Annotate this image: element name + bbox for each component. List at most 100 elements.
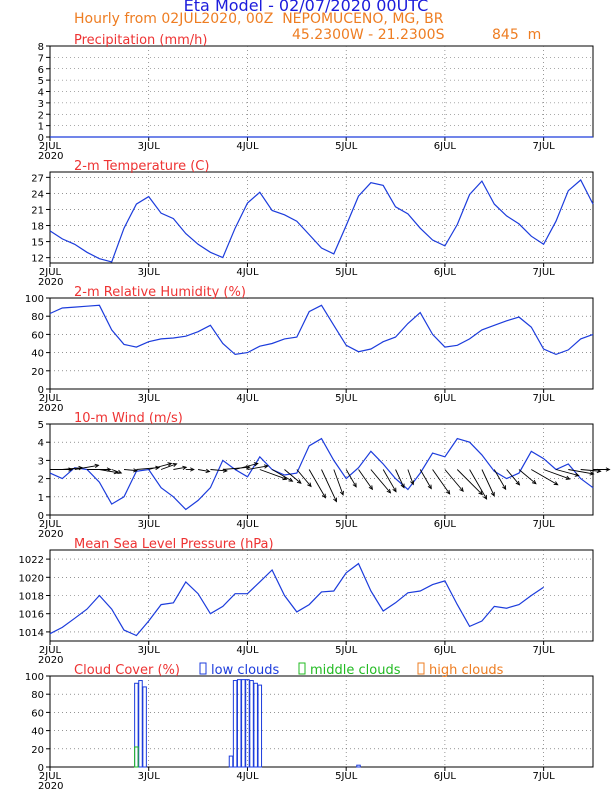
station-elevation: 845 m <box>492 27 542 43</box>
wind-ytick-label: 3 <box>38 456 44 467</box>
clouds-xtick-label: 5JUL <box>335 771 358 782</box>
clouds-xtick-label: 3JUL <box>138 771 161 782</box>
temp-panel <box>46 171 594 267</box>
legend-label-middle: middle clouds <box>310 663 401 678</box>
wind-ytick-label: 4 <box>38 438 44 449</box>
wind-arrow <box>111 469 122 474</box>
wind-arrow-head <box>400 483 405 489</box>
rh-panel <box>46 297 594 393</box>
wind-arrow-head <box>190 467 195 472</box>
cloud-bar-0 <box>249 680 254 768</box>
rh-series-line <box>49 304 594 356</box>
cloud-bar-0 <box>228 755 234 768</box>
rh-ytick-label: 60 <box>31 330 44 341</box>
clouds-title: Cloud Cover (%) <box>74 663 180 678</box>
wind-arrow <box>296 469 312 487</box>
rh-ytick-label: 40 <box>31 349 44 360</box>
wind-arrow-head <box>205 468 211 474</box>
rh-xtick-label: 6JUL <box>434 393 457 404</box>
wind-arrow-head <box>531 479 537 485</box>
temp-ytick-label: 12 <box>31 254 44 265</box>
wind-xtick-label: 4JUL <box>236 519 259 530</box>
clouds-ytick-label: 60 <box>31 708 44 719</box>
precip-xtick-label: 2JUL <box>39 141 62 152</box>
wind-arrow <box>370 469 391 494</box>
wind-arrow <box>568 469 594 475</box>
wind-arrow-head <box>167 462 173 467</box>
wind-xtick-label: 2JUL <box>39 519 62 530</box>
wind-arrow-head <box>282 476 288 481</box>
wind-arrow-head <box>94 463 100 469</box>
wind-arrow-head <box>172 463 178 468</box>
wind-arrow <box>432 469 451 495</box>
wind-arrow-head <box>307 482 312 488</box>
wind-arrow <box>444 469 464 492</box>
rh-xtick-label: 3JUL <box>138 393 161 404</box>
wind-arrow-head <box>133 468 139 473</box>
precip-frame <box>49 45 594 138</box>
clouds-panel <box>46 662 594 771</box>
cloud-bar-0 <box>138 680 143 768</box>
temp-xtick-label: 4JUL <box>236 267 259 278</box>
wind-arrow-head <box>427 484 432 490</box>
wind-arrow-head <box>68 467 74 472</box>
mslp-ytick-label: 1020 <box>19 573 44 584</box>
precip-ytick-label: 7 <box>38 53 44 64</box>
precip-xtick-label: 3JUL <box>138 141 161 152</box>
cloud-bar-0 <box>134 682 139 768</box>
temp-xtick-label: 5JUL <box>335 267 358 278</box>
wind-arrow <box>124 469 138 472</box>
legend-swatch-middle <box>298 662 306 675</box>
wind-xtick-label: 5JUL <box>335 519 358 530</box>
clouds-xtick-label: 6JUL <box>434 771 457 782</box>
wind-arrow <box>210 469 227 472</box>
clouds-ytick-label: 100 <box>25 672 44 683</box>
wind-arrow-head <box>553 481 559 486</box>
wind-panel <box>46 423 611 519</box>
wind-ytick-label: 2 <box>38 475 44 486</box>
wind-arrow <box>160 463 177 470</box>
wind-year-label: 2020 <box>38 529 63 540</box>
wind-arrow <box>247 465 268 470</box>
temp-xtick-label: 6JUL <box>434 267 457 278</box>
wind-arrow <box>74 464 99 470</box>
wind-series-line <box>49 437 594 511</box>
wind-ytick-label: 0 <box>38 511 44 522</box>
wind-arrow <box>419 469 432 489</box>
clouds-ytick-label: 0 <box>38 763 44 774</box>
wind-arrow <box>518 469 537 485</box>
wind-arrow <box>555 469 579 477</box>
rh-xtick-label: 4JUL <box>236 393 259 404</box>
rh-ytick-label: 80 <box>31 312 44 323</box>
mslp-xtick-label: 5JUL <box>335 645 358 656</box>
wind-arrow-head <box>410 480 415 486</box>
precip-ytick-label: 4 <box>38 88 44 99</box>
rh-ytick-label: 0 <box>38 385 44 396</box>
wind-arrow-head <box>321 493 326 499</box>
wind-arrow <box>99 469 118 474</box>
wind-arrow <box>481 469 495 497</box>
clouds-ytick-label: 80 <box>31 690 44 701</box>
mslp-panel <box>46 549 594 645</box>
rh-xtick-label: 2JUL <box>39 393 62 404</box>
wind-arrow <box>506 469 520 486</box>
wind-arrow <box>173 466 187 470</box>
cloud-bar-0 <box>245 679 250 768</box>
precip-ytick-label: 2 <box>38 110 44 121</box>
wind-arrow <box>407 469 414 485</box>
wind-arrow <box>284 469 302 484</box>
temp-xtick-label: 3JUL <box>138 267 161 278</box>
wind-arrow-head <box>478 490 484 496</box>
legend-label-low: low clouds <box>211 663 280 678</box>
legend-label-high: high clouds <box>429 663 504 678</box>
temp-xtick-label: 2JUL <box>39 267 62 278</box>
mslp-xtick-label: 4JUL <box>236 645 259 656</box>
rh-year-label: 2020 <box>38 403 63 414</box>
precip-ytick-label: 1 <box>38 122 44 133</box>
wind-arrow-head <box>589 471 595 476</box>
wind-arrow-head <box>352 482 357 488</box>
wind-arrow-head <box>445 489 451 495</box>
precip-title: Precipitation (mm/h) <box>74 33 207 48</box>
temp-ytick-label: 15 <box>31 238 44 249</box>
wind-ytick-label: 1 <box>38 493 44 504</box>
